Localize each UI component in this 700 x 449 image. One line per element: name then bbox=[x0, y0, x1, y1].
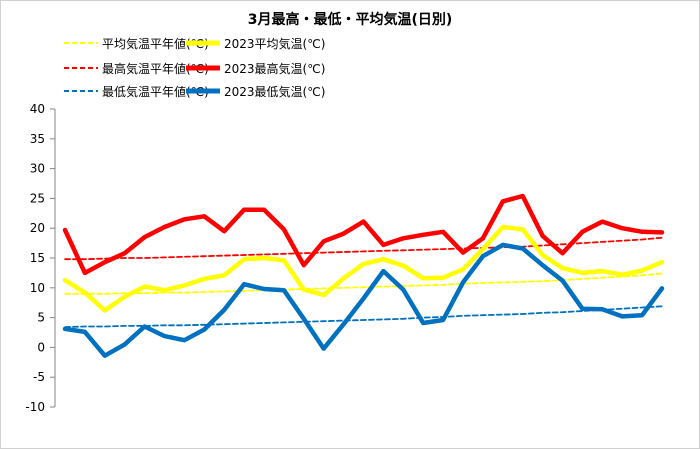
legend-swatch-avg-normal bbox=[64, 42, 98, 44]
y-tick-label: 25 bbox=[30, 191, 45, 205]
legend-swatch-min-normal bbox=[64, 90, 98, 92]
series-line-4 bbox=[64, 305, 663, 329]
y-tick-label: 15 bbox=[30, 251, 45, 265]
y-tick-label: -10 bbox=[25, 400, 45, 414]
chart-title: 3月最高・最低・平均気温(日別) bbox=[247, 12, 453, 28]
legend-swatch-min-2023 bbox=[186, 88, 220, 94]
legend-swatch-max-normal bbox=[64, 67, 98, 69]
y-tick-label: 35 bbox=[30, 132, 45, 146]
y-tick-label: 5 bbox=[37, 311, 45, 325]
legend-label-max-normal: 最高気温平年値(℃) bbox=[102, 62, 209, 76]
y-tick-label: 30 bbox=[30, 162, 45, 176]
series-line-3 bbox=[62, 193, 665, 276]
legend-label-min-2023: 2023最低気温(℃) bbox=[224, 85, 326, 99]
series-line-5 bbox=[62, 242, 665, 358]
series-line-0 bbox=[64, 272, 663, 295]
legend-label-min-normal: 最低気温平年値(℃) bbox=[102, 85, 209, 99]
y-tick-label: 10 bbox=[30, 281, 45, 295]
legend-label-avg-2023: 2023平均気温(℃) bbox=[224, 37, 326, 51]
legend-swatch-avg-2023 bbox=[186, 40, 220, 46]
y-tick-label: -5 bbox=[33, 370, 45, 384]
y-tick-label: 20 bbox=[30, 221, 45, 235]
y-tick-label: 0 bbox=[37, 340, 45, 354]
series-line-1 bbox=[62, 224, 665, 313]
y-tick-label: 40 bbox=[30, 102, 45, 116]
series-line-2 bbox=[64, 236, 663, 261]
legend-label-max-2023: 2023最高気温(℃) bbox=[224, 62, 326, 76]
legend-swatch-max-2023 bbox=[186, 65, 220, 71]
legend-label-avg-normal: 平均気温平年値(℃) bbox=[102, 37, 209, 51]
